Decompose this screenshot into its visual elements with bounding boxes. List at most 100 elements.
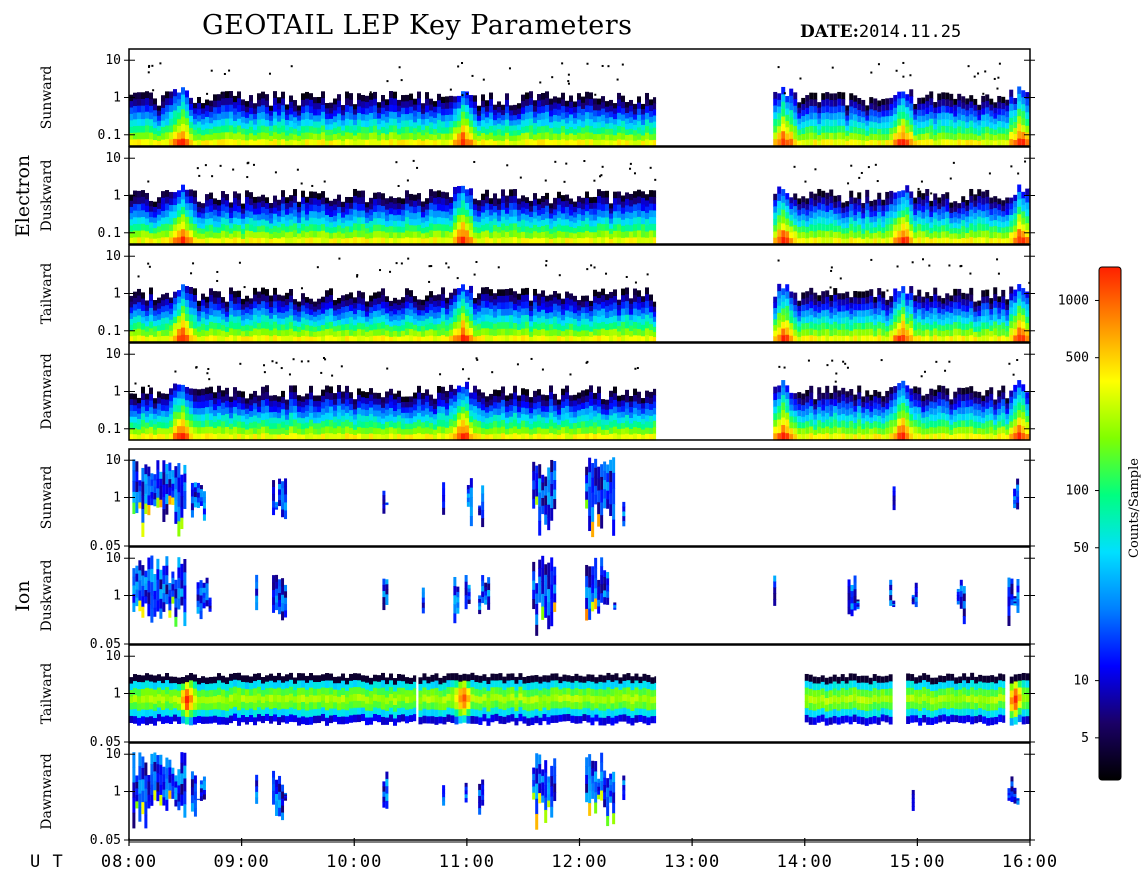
spectrogram-cell xyxy=(461,298,465,307)
spectrogram-cell xyxy=(157,238,161,245)
spectrogram-cell xyxy=(429,209,433,218)
spectrogram-cell xyxy=(925,237,930,245)
spectrogram-cell xyxy=(641,124,645,131)
spectrogram-cell xyxy=(425,203,429,211)
spectrogram-cell xyxy=(309,211,313,219)
spectrogram-cell xyxy=(793,317,798,325)
spectrogram-cell xyxy=(545,324,549,332)
spectrogram-cell xyxy=(465,296,469,304)
spectrogram-cell xyxy=(361,304,365,312)
spectrogram-cell xyxy=(581,127,585,135)
spectrogram-cell xyxy=(893,126,898,134)
spectrogram-point xyxy=(565,162,568,165)
spectrogram-cell xyxy=(833,207,838,215)
spectrogram-cell xyxy=(157,336,161,343)
spectrogram-cell xyxy=(989,226,994,233)
spectrogram-cell xyxy=(381,301,385,310)
spectrogram-cell xyxy=(1025,105,1030,113)
spectrogram-cell xyxy=(361,335,365,343)
spectrogram-cell xyxy=(857,122,862,129)
spectrogram-cell xyxy=(265,107,269,115)
spectrogram-cell xyxy=(961,96,966,104)
spectrogram-cell xyxy=(193,315,197,323)
spectrogram-cell xyxy=(777,126,782,134)
spectrogram-cell xyxy=(573,336,577,343)
spectrogram-cell xyxy=(953,302,958,310)
spectrogram-cell xyxy=(629,331,633,338)
spectrogram-cell xyxy=(137,139,141,147)
spectrogram-cell xyxy=(425,92,429,100)
spectrogram-cell xyxy=(381,328,385,336)
spectrogram-cell xyxy=(461,118,465,127)
spectrogram-cell xyxy=(629,200,633,208)
spectrogram-cell xyxy=(569,221,573,228)
spectrogram-cell xyxy=(857,205,862,213)
spectrogram-cell xyxy=(633,114,637,121)
spectrogram-cell xyxy=(549,238,553,245)
spectrogram-cell xyxy=(853,114,858,122)
spectrogram-cell xyxy=(925,202,930,211)
spectrogram-cell xyxy=(313,326,317,333)
spectrogram-cell xyxy=(989,122,994,129)
spectrogram-cell xyxy=(201,108,205,115)
spectrogram-cell xyxy=(833,139,838,147)
spectrogram-cell xyxy=(921,224,926,232)
spectrogram-cell xyxy=(337,206,341,214)
spectrogram-cell xyxy=(1009,89,1014,98)
spectrogram-cell xyxy=(833,106,838,114)
spectrogram-cell xyxy=(273,314,277,323)
spectrogram-cell xyxy=(241,336,245,343)
spectrogram-cell xyxy=(997,102,1002,110)
spectrogram-cell xyxy=(397,111,401,118)
spectrogram-cell xyxy=(549,233,553,240)
spectrogram-cell xyxy=(961,232,966,239)
spectrogram-cell xyxy=(933,206,938,214)
spectrogram-point xyxy=(151,64,154,67)
spectrogram-cell xyxy=(449,114,453,122)
spectrogram-cell xyxy=(809,211,814,219)
spectrogram-cell xyxy=(425,301,429,308)
spectrogram-cell xyxy=(157,135,161,142)
spectrogram-cell xyxy=(497,118,501,125)
spectrogram-cell xyxy=(509,328,513,336)
spectrogram-cell xyxy=(925,120,930,128)
spectrogram-cell xyxy=(605,140,609,147)
spectrogram-cell xyxy=(365,102,369,109)
spectrogram-cell xyxy=(305,319,309,326)
spectrogram-cell xyxy=(369,220,373,228)
spectrogram-cell xyxy=(777,229,782,238)
spectrogram-cell xyxy=(965,335,970,343)
spectrogram-cell xyxy=(221,132,225,140)
spectrogram-cell xyxy=(985,189,990,198)
spectrogram-cell xyxy=(497,232,501,239)
spectrogram-cell xyxy=(997,313,1002,320)
spectrogram-cell xyxy=(837,105,842,113)
spectrogram-cell xyxy=(605,129,609,136)
spectrogram-cell xyxy=(573,228,577,234)
spectrogram-cell xyxy=(441,217,445,226)
spectrogram-cell xyxy=(941,200,946,208)
spectrogram-cell xyxy=(845,115,850,122)
spectrogram-cell xyxy=(173,110,177,119)
spectrogram-cell xyxy=(541,296,545,304)
spectrogram-cell xyxy=(369,203,373,210)
spectrogram-cell xyxy=(289,95,293,103)
spectrogram-cell xyxy=(881,199,886,206)
spectrogram-cell xyxy=(285,299,289,306)
spectrogram-cell xyxy=(913,124,918,131)
spectrogram-cell xyxy=(389,321,393,328)
spectrogram-cell xyxy=(1001,233,1006,240)
spectrogram-cell xyxy=(261,200,265,208)
spectrogram-cell xyxy=(641,197,645,206)
spectrogram-cell xyxy=(545,212,549,220)
spectrogram-cell xyxy=(557,109,561,117)
spectrogram-cell xyxy=(573,140,577,147)
spectrogram-cell xyxy=(129,324,133,332)
spectrogram-cell xyxy=(873,302,878,309)
spectrogram-cell xyxy=(161,191,165,199)
spectrogram-cell xyxy=(273,132,277,140)
spectrogram-cell xyxy=(357,204,361,212)
spectrogram-cell xyxy=(469,320,473,329)
spectrogram-cell xyxy=(513,120,517,127)
spectrogram-cell xyxy=(865,329,870,337)
